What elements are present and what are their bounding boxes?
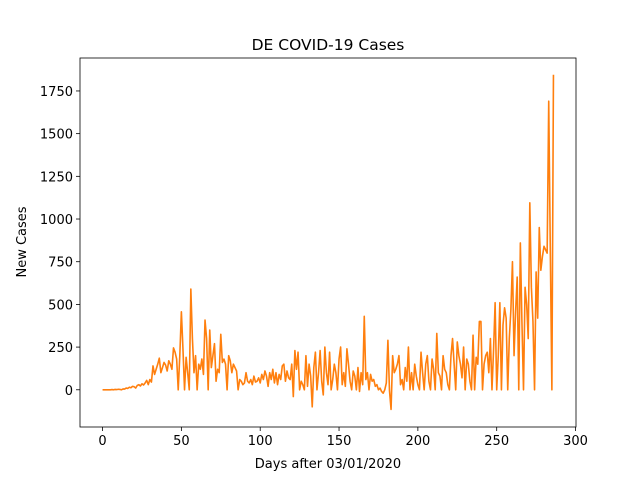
- chart-title: DE COVID-19 Cases: [252, 36, 405, 54]
- y-tick-label: 250: [48, 341, 73, 356]
- x-tick-label: 250: [484, 434, 509, 449]
- x-tick-label: 0: [98, 434, 106, 449]
- y-tick-label: 750: [48, 256, 73, 271]
- y-tick-label: 1750: [40, 85, 73, 100]
- x-tick-label: 150: [327, 434, 352, 449]
- y-axis-label: New Cases: [15, 206, 30, 277]
- x-tick-label: 50: [173, 434, 190, 449]
- x-tick-label: 100: [248, 434, 273, 449]
- x-tick-label: 300: [563, 434, 588, 449]
- y-tick-label: 500: [48, 298, 73, 313]
- y-tick-label: 0: [65, 384, 73, 399]
- y-tick-label: 1000: [40, 213, 73, 228]
- y-tick-label: 1500: [40, 128, 73, 143]
- x-tick-label: 200: [405, 434, 430, 449]
- axes-frame: [79, 57, 577, 428]
- data-line: [102, 74, 555, 411]
- y-tick-label: 1250: [40, 170, 73, 185]
- x-axis-label: Days after 03/01/2020: [255, 457, 401, 472]
